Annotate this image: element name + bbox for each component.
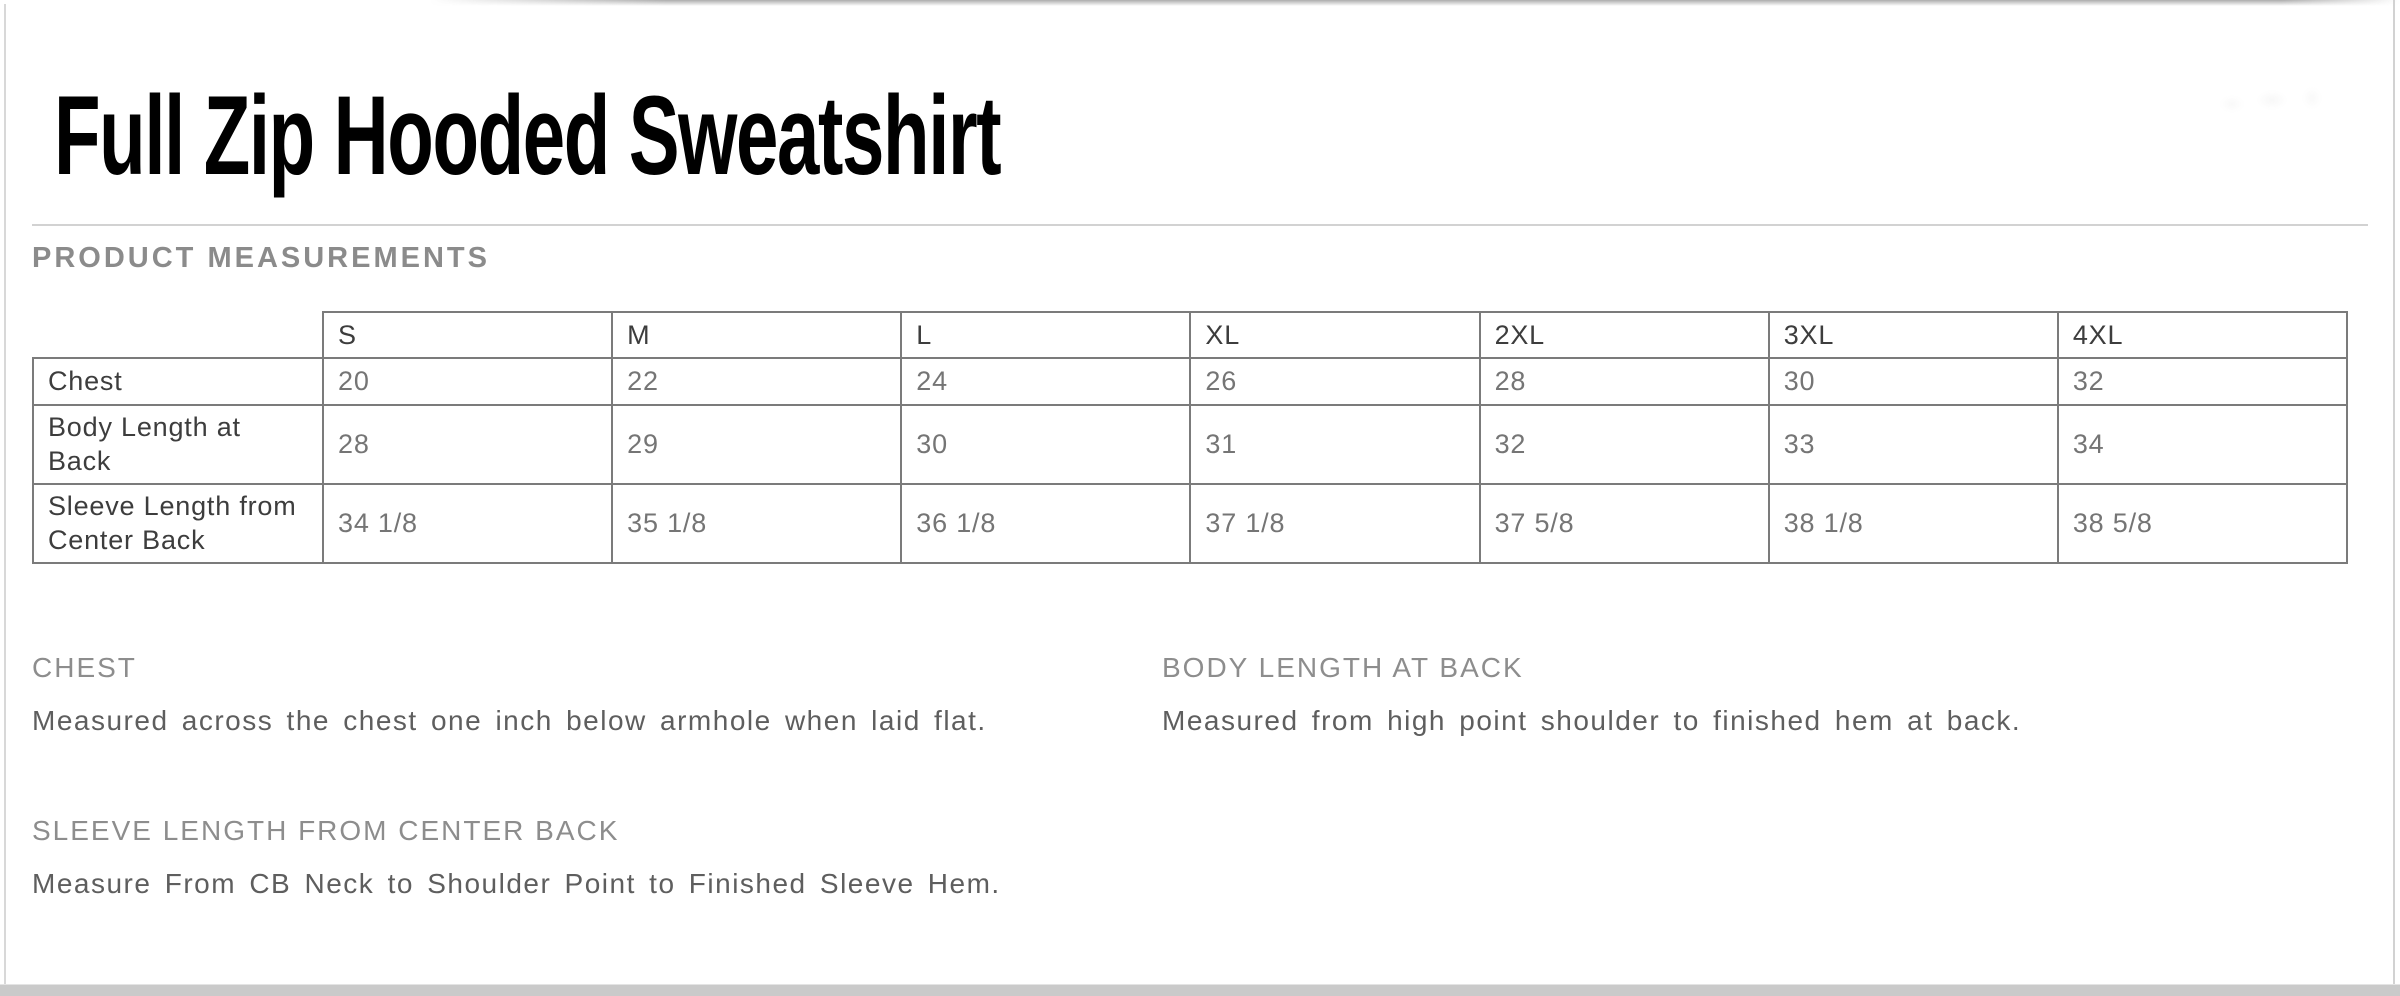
table-col-header: L [900,311,1192,359]
table-cell: 28 [321,404,614,485]
definition-chest-heading: CHEST [32,652,137,683]
definition-body-length-heading: BODY LENGTH AT BACK [1162,652,1524,683]
table-cell: 31 [1189,404,1481,485]
table-col-header: XL [1189,311,1481,359]
table-row-label: Chest [32,357,324,406]
definitions-row: CHEST Measured across the chest one inch… [32,652,2368,737]
table-cell: 20 [321,357,614,406]
table-cell: 32 [1478,404,1770,485]
table-cell: 36 1/8 [900,483,1192,564]
definition-body-length-text: Measured from high point shoulder to fin… [1162,705,2022,736]
definition-body-length: BODY LENGTH AT BACK Measured from high p… [1162,652,2021,737]
section-heading: PRODUCT MEASUREMENTS [32,242,490,274]
table-row: Body Length at Back 28 29 30 31 32 33 34 [32,404,2349,485]
table-col-header: S [321,311,614,359]
definition-sleeve-length-text: Measure From CB Neck to Shoulder Point t… [32,868,1001,899]
table-col-header: 2XL [1478,311,1770,359]
table-col-header: 4XL [2056,311,2349,359]
table-cell: 34 [2056,404,2349,485]
table-cell: 33 [1767,404,2059,485]
table-row-label: Sleeve Length from Center Back [32,483,324,564]
content-area: Full Zip Hooded Sweatshirt PRODUCT MEASU… [32,0,2368,900]
table-cell: 26 [1189,357,1481,406]
table-header-row: S M L XL 2XL 3XL 4XL [33,311,2349,359]
faint-watermark [2212,82,2332,116]
page-left-border [4,4,6,984]
section-divider [32,224,2368,226]
table-cell: 24 [900,357,1192,406]
table-cell: 34 1/8 [321,483,614,564]
product-title: Full Zip Hooded Sweatshirt [54,0,2368,198]
definition-chest: CHEST Measured across the chest one inch… [32,652,1162,737]
table-cell: 35 1/8 [611,483,903,564]
table-cell: 30 [1767,357,2059,406]
table-col-header: 3XL [1767,311,2059,359]
table-cell: 28 [1478,357,1770,406]
measurement-definitions: CHEST Measured across the chest one inch… [32,652,2368,900]
definition-sleeve-length-heading: SLEEVE LENGTH FROM CENTER BACK [32,815,620,846]
page-right-border [2393,0,2395,984]
table-cell: 29 [611,404,903,485]
table-cell: 37 5/8 [1478,483,1770,564]
table-row: Sleeve Length from Center Back 34 1/8 35 1… [32,483,2349,564]
definition-chest-text: Measured across the chest one inch below… [32,705,987,736]
table-row-label: Body Length at Back [32,404,324,485]
product-title-text: Full Zip Hooded Sweatshirt [54,73,1002,198]
table-cell: 37 1/8 [1189,483,1481,564]
top-edge-shadow [430,0,2400,6]
definition-sleeve-length: SLEEVE LENGTH FROM CENTER BACK Measure F… [32,815,2368,900]
table-cell: 38 1/8 [1767,483,2059,564]
table-cell: 30 [900,404,1192,485]
table-cell: 22 [611,357,903,406]
table-col-header: M [611,311,903,359]
table-row: Chest 20 22 24 26 28 30 32 [32,357,2349,406]
table-cell: 32 [2056,357,2349,406]
table-corner-cell [33,312,323,358]
page-bottom-bar [0,984,2400,996]
measurements-table: S M L XL 2XL 3XL 4XL Chest 20 22 24 26 28 30 32 Body Le… [32,311,2349,564]
table-cell: 38 5/8 [2056,483,2349,564]
